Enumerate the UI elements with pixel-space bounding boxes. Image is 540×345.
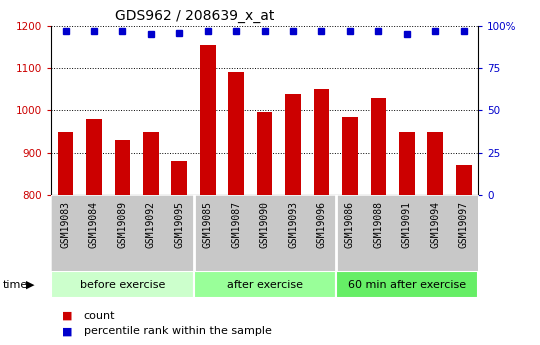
Bar	[200, 45, 215, 195]
Bar	[143, 131, 159, 195]
Bar	[228, 72, 244, 195]
Bar	[342, 117, 357, 195]
Bar	[314, 89, 329, 195]
Bar	[114, 140, 130, 195]
Text: 60 min after exercise: 60 min after exercise	[348, 280, 466, 289]
Text: percentile rank within the sample: percentile rank within the sample	[84, 326, 272, 336]
Text: GSM19091: GSM19091	[402, 201, 412, 248]
Bar	[336, 271, 478, 298]
Text: ■: ■	[62, 311, 72, 321]
Text: GSM19090: GSM19090	[260, 201, 269, 248]
Bar	[172, 161, 187, 195]
Bar	[285, 94, 301, 195]
Text: after exercise: after exercise	[227, 280, 302, 289]
Text: count: count	[84, 311, 115, 321]
Bar	[257, 112, 272, 195]
Bar	[370, 98, 386, 195]
Text: GSM19086: GSM19086	[345, 201, 355, 248]
Text: GSM19089: GSM19089	[117, 201, 127, 248]
Text: GSM19085: GSM19085	[202, 201, 213, 248]
Text: GSM19092: GSM19092	[146, 201, 156, 248]
Text: GSM19096: GSM19096	[316, 201, 327, 248]
Text: GSM19093: GSM19093	[288, 201, 298, 248]
Text: ▶: ▶	[26, 280, 35, 289]
Text: GSM19084: GSM19084	[89, 201, 99, 248]
Bar	[193, 271, 336, 298]
Text: time: time	[3, 280, 28, 289]
Bar	[399, 131, 415, 195]
Bar	[58, 131, 73, 195]
Bar	[86, 119, 102, 195]
Bar	[456, 165, 471, 195]
Text: ■: ■	[62, 326, 72, 336]
Text: GSM19083: GSM19083	[60, 201, 71, 248]
Bar	[428, 132, 443, 195]
Text: GDS962 / 208639_x_at: GDS962 / 208639_x_at	[115, 9, 275, 23]
Text: GSM19088: GSM19088	[373, 201, 383, 248]
Text: GSM19095: GSM19095	[174, 201, 184, 248]
Text: GSM19097: GSM19097	[458, 201, 469, 248]
Text: GSM19094: GSM19094	[430, 201, 440, 248]
Bar	[51, 271, 193, 298]
Text: GSM19087: GSM19087	[231, 201, 241, 248]
Text: before exercise: before exercise	[80, 280, 165, 289]
